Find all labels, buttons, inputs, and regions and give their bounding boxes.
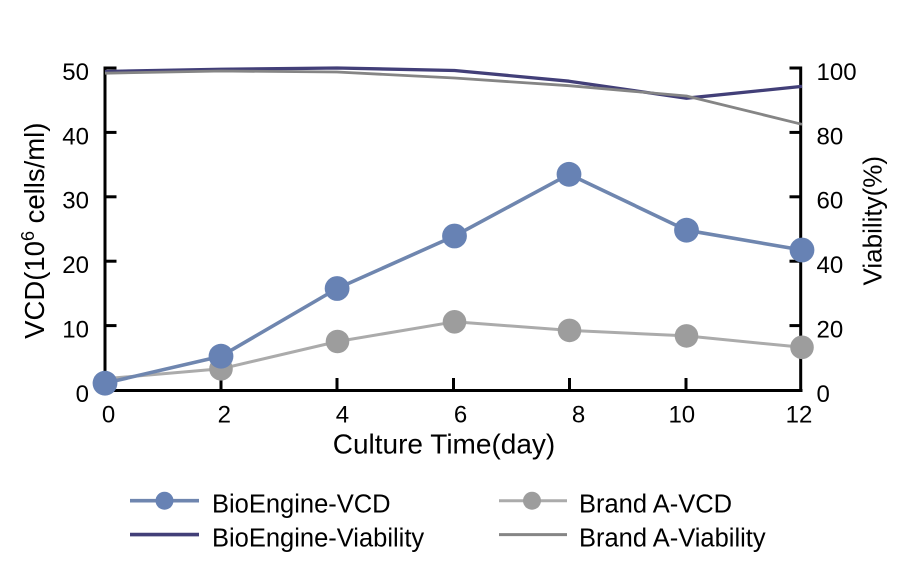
svg-text:20: 20 [817, 317, 844, 344]
svg-text:Culture Time(day): Culture Time(day) [333, 429, 556, 460]
svg-text:12: 12 [786, 401, 813, 428]
svg-text:60: 60 [817, 188, 844, 215]
svg-text:0: 0 [102, 401, 115, 428]
svg-text:2: 2 [218, 401, 231, 428]
svg-text:VCD(106 cells/ml): VCD(106 cells/ml) [18, 123, 50, 339]
svg-text:4: 4 [336, 401, 349, 428]
svg-text:0: 0 [76, 381, 89, 408]
svg-text:8: 8 [572, 401, 585, 428]
svg-text:0: 0 [817, 381, 830, 408]
svg-text:Viability(%): Viability(%) [858, 156, 888, 286]
svg-text:80: 80 [817, 123, 844, 150]
svg-text:10: 10 [62, 317, 89, 344]
svg-text:100: 100 [817, 59, 857, 86]
svg-text:40: 40 [62, 123, 89, 150]
svg-text:BioEngine-Viability: BioEngine-Viability [212, 524, 424, 552]
svg-text:50: 50 [62, 59, 89, 86]
svg-text:Brand A-Viability: Brand A-Viability [579, 524, 766, 552]
svg-text:30: 30 [62, 188, 89, 215]
svg-text:40: 40 [817, 252, 844, 279]
svg-text:20: 20 [62, 252, 89, 279]
svg-text:Brand A-VCD: Brand A-VCD [579, 490, 732, 518]
svg-text:6: 6 [454, 401, 467, 428]
svg-text:10: 10 [668, 401, 695, 428]
svg-text:BioEngine-VCD: BioEngine-VCD [212, 490, 391, 518]
